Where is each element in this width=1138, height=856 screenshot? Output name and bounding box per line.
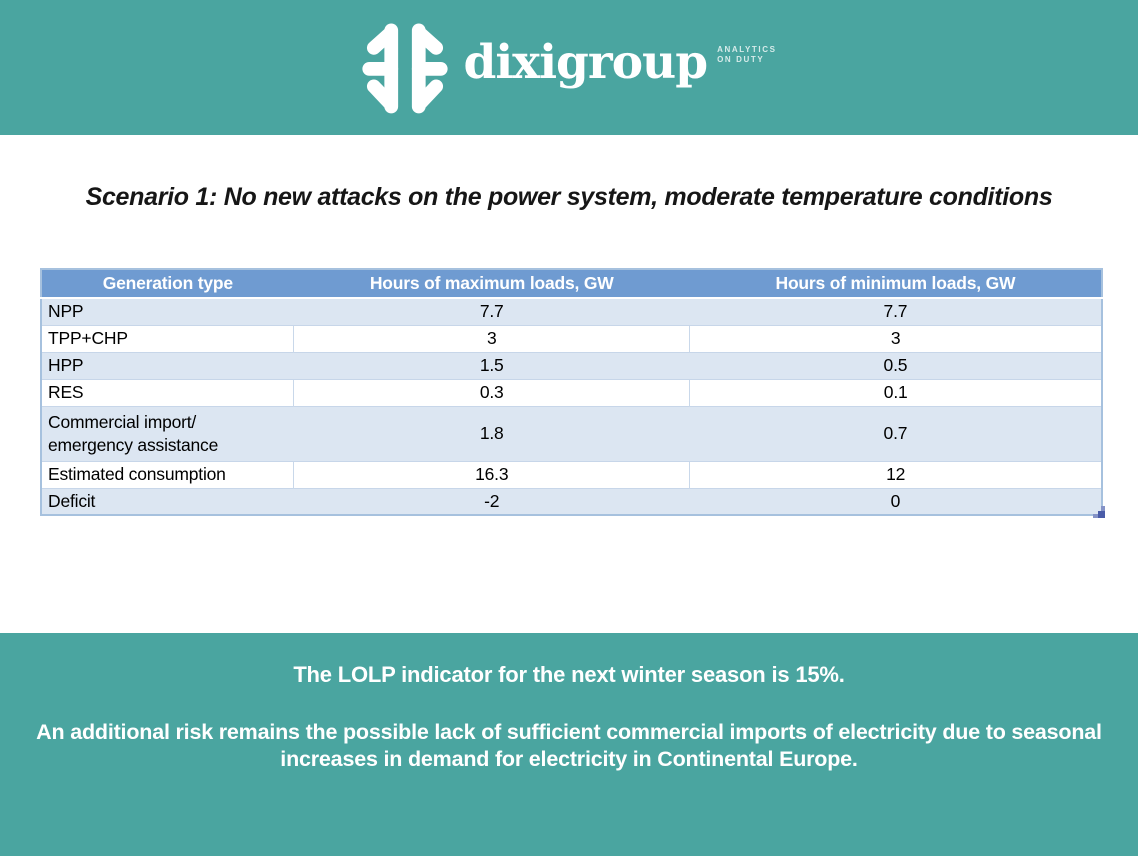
min-loads-value: 3 [689, 324, 1102, 352]
max-loads-value: 16.3 [293, 460, 690, 488]
min-loads-value: 0.5 [689, 351, 1102, 379]
risk-text-line2: increases in demand for electricity in C… [280, 747, 858, 771]
min-loads-value: 7.7 [689, 298, 1102, 325]
table-row: NPP 7.7 7.7 [41, 298, 1102, 325]
row-label: RES [41, 378, 294, 406]
row-label: NPP [41, 298, 294, 325]
row-label: Estimated consumption [41, 460, 294, 488]
column-header-min-loads: Hours of minimum loads, GW [689, 269, 1102, 299]
logo-tagline: ANALYTICS ON DUTY [717, 44, 777, 64]
min-loads-value: 0 [689, 487, 1102, 515]
dixigroup-logo: dixigroup ANALYTICS ON DUTY [361, 13, 776, 123]
generation-table: Generation type Hours of maximum loads, … [40, 268, 1103, 516]
max-loads-value: 0.3 [293, 378, 690, 406]
dixigroup-logo-icon [362, 23, 449, 113]
page-title: Scenario 1: No new attacks on the power … [85, 183, 1053, 211]
max-loads-value: 7.7 [293, 298, 690, 325]
table-row: Deficit -2 0 [41, 487, 1102, 515]
generation-table-wrap: Generation type Hours of maximum loads, … [40, 268, 1105, 518]
footer-band: The LOLP indicator for the next winter s… [0, 633, 1138, 856]
logo-wordmark: dixigroup [463, 35, 708, 90]
max-loads-value: 1.5 [293, 351, 690, 379]
min-loads-value: 0.1 [689, 378, 1102, 406]
lolp-indicator-text: The LOLP indicator for the next winter s… [293, 662, 845, 687]
row-label: Commercial import/ emergency assistance [41, 405, 294, 461]
max-loads-value: 3 [293, 324, 690, 352]
table-row: HPP 1.5 0.5 [41, 351, 1102, 379]
column-header-generation-type: Generation type [41, 269, 294, 299]
table-resize-handle[interactable] [1092, 505, 1105, 518]
column-header-max-loads: Hours of maximum loads, GW [293, 269, 690, 299]
table-row: RES 0.3 0.1 [41, 378, 1102, 406]
row-label: Deficit [41, 487, 294, 515]
table-row: Commercial import/ emergency assistance … [41, 405, 1102, 461]
risk-text-line1: An additional risk remains the possible … [36, 720, 1102, 744]
table-header-row: Generation type Hours of maximum loads, … [41, 269, 1102, 299]
max-loads-value: -2 [293, 487, 690, 515]
additional-risk-text: An additional risk remains the possible … [0, 719, 1138, 773]
row-label: HPP [41, 351, 294, 379]
row-label: TPP+CHP [41, 324, 294, 352]
table-row: TPP+CHP 3 3 [41, 324, 1102, 352]
table-row: Estimated consumption 16.3 12 [41, 460, 1102, 488]
header-band: dixigroup ANALYTICS ON DUTY [0, 0, 1138, 135]
min-loads-value: 12 [689, 460, 1102, 488]
max-loads-value: 1.8 [293, 405, 690, 461]
min-loads-value: 0.7 [689, 405, 1102, 461]
